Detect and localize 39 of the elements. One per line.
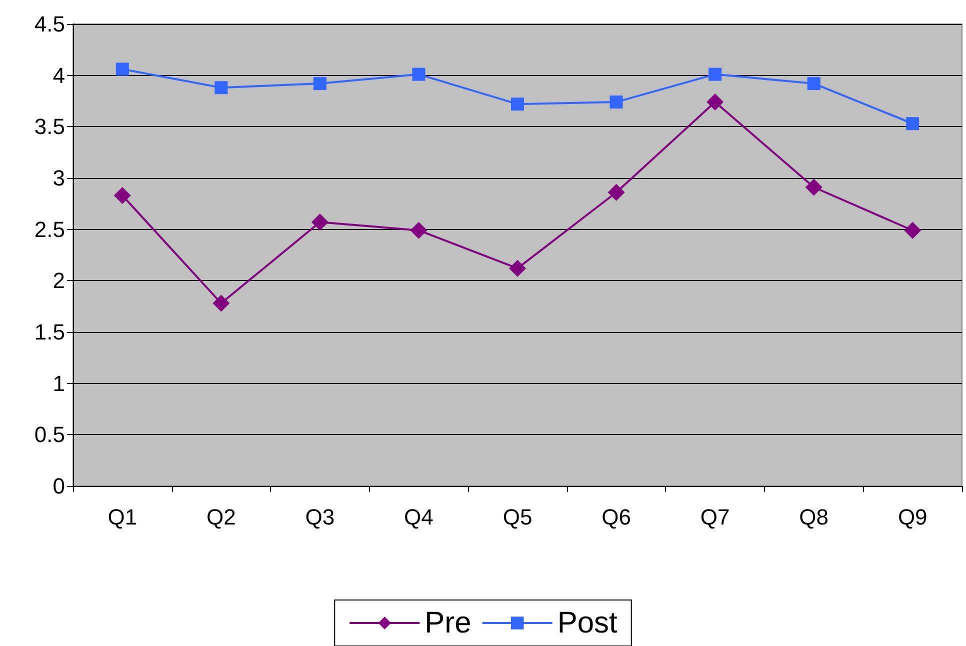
point <box>313 77 326 90</box>
point <box>412 68 426 81</box>
point <box>610 96 623 109</box>
y-tick-label: 2.5 <box>34 216 65 242</box>
y-tick-label: 3.5 <box>34 114 65 140</box>
point <box>906 117 920 130</box>
x-tick-label: Q6 <box>602 504 631 530</box>
legend-label: Post <box>557 606 618 640</box>
point <box>807 77 820 90</box>
point <box>114 186 131 204</box>
x-tick-label: Q8 <box>799 504 829 530</box>
y-tick-label: 1.5 <box>34 320 65 344</box>
point <box>904 222 922 239</box>
x-tick-label: Q9 <box>898 504 928 530</box>
point <box>212 294 230 312</box>
x-tick-label: Q7 <box>700 504 730 530</box>
point <box>608 184 625 201</box>
point <box>410 222 428 239</box>
x-tick-label: Q5 <box>502 504 532 530</box>
x-tick-label: Q1 <box>108 504 138 530</box>
point <box>311 214 328 231</box>
point <box>706 94 724 111</box>
point <box>116 62 129 76</box>
x-tick-label: Q2 <box>206 504 236 530</box>
y-tick-label: 0 <box>52 474 65 498</box>
point <box>708 68 722 81</box>
y-tick-label: 0.5 <box>34 422 65 448</box>
y-tick-label: 4.5 <box>34 12 65 36</box>
point <box>511 98 524 111</box>
point <box>805 178 822 196</box>
x-tick-label: Q3 <box>305 504 335 530</box>
y-tick-label: 1 <box>52 370 65 396</box>
x-tick-label: Q4 <box>404 504 434 530</box>
point <box>509 260 526 277</box>
point <box>214 81 228 94</box>
legend-label: Pre <box>424 606 472 640</box>
y-tick-label: 2 <box>52 268 65 294</box>
y-tick-label: 3 <box>52 166 65 190</box>
y-tick-label: 4 <box>52 62 65 88</box>
